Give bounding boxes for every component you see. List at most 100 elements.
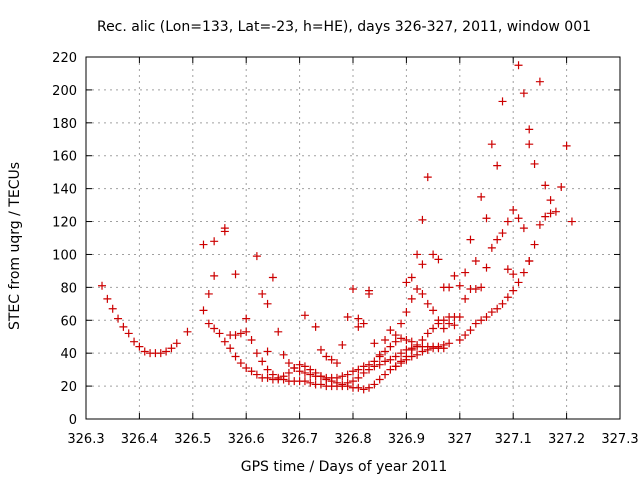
- data-point: [455, 312, 464, 321]
- data-point: [311, 322, 320, 331]
- data-point: [370, 339, 379, 348]
- data-point: [290, 363, 299, 372]
- data-point: [370, 357, 379, 366]
- data-point: [429, 306, 438, 315]
- data-point: [381, 336, 390, 345]
- data-point: [418, 336, 427, 345]
- y-axis-label: STEC from uqrg / TECUs: [7, 162, 23, 330]
- data-point: [519, 224, 528, 233]
- y-tick-label: 40: [60, 347, 77, 362]
- data-point: [391, 362, 400, 371]
- data-point: [535, 77, 544, 86]
- data-point: [402, 278, 411, 287]
- data-point: [397, 349, 406, 358]
- x-axis-ticks: 326.3 326.4 326.5 326.6 326.7 326.8 326.9 327 32…: [67, 57, 639, 447]
- y-axis-ticks: 0 20 40 60 80 100 120 140 160 180 200 220: [52, 51, 620, 428]
- data-point: [413, 340, 422, 349]
- data-point: [300, 311, 309, 320]
- x-tick-label: 326.8: [334, 432, 371, 447]
- y-tick-label: 120: [52, 216, 77, 231]
- x-tick-label: 326.4: [121, 432, 158, 447]
- x-tick-label: 326.7: [281, 432, 318, 447]
- data-point: [541, 212, 550, 221]
- data-point: [487, 243, 496, 252]
- data-point: [199, 240, 208, 249]
- data-point: [477, 316, 486, 325]
- data-point: [306, 370, 315, 379]
- data-point: [541, 181, 550, 190]
- data-point: [300, 377, 309, 386]
- data-point: [407, 273, 416, 282]
- x-tick-label: 326.6: [228, 432, 265, 447]
- data-point: [354, 314, 363, 323]
- data-point: [514, 61, 523, 70]
- x-tick-label: 326.9: [388, 432, 425, 447]
- data-point: [493, 235, 502, 244]
- data-point: [231, 352, 240, 361]
- data-point: [268, 273, 277, 282]
- data-point: [471, 319, 480, 328]
- data-point: [354, 373, 363, 382]
- data-point: [439, 316, 448, 325]
- data-point: [391, 331, 400, 340]
- data-point: [407, 337, 416, 346]
- data-point: [519, 268, 528, 277]
- data-point: [503, 265, 512, 274]
- data-point: [279, 350, 288, 359]
- data-point: [466, 326, 475, 335]
- data-point: [455, 281, 464, 290]
- data-point: [247, 367, 256, 376]
- data-point: [220, 224, 229, 233]
- data-point: [236, 359, 245, 368]
- data-point: [530, 240, 539, 249]
- data-point: [418, 289, 427, 298]
- data-point: [461, 294, 470, 303]
- data-point: [525, 125, 534, 134]
- data-point: [274, 373, 283, 382]
- data-point: [402, 336, 411, 345]
- data-point: [140, 347, 149, 356]
- chart-title: Rec. alic (Lon=133, Lat=-23, h=HE), days…: [97, 19, 591, 35]
- data-point: [156, 349, 165, 358]
- data-point: [365, 360, 374, 369]
- data-point: [434, 255, 443, 264]
- data-point: [450, 321, 459, 330]
- data-point: [258, 289, 267, 298]
- x-axis-label: GPS time / Days of year 2011: [241, 459, 448, 475]
- data-point: [503, 293, 512, 302]
- data-point: [359, 362, 368, 371]
- data-point: [509, 286, 518, 295]
- data-point: [525, 257, 534, 266]
- data-point: [535, 220, 544, 229]
- y-tick-label: 60: [60, 314, 77, 329]
- data-point: [252, 349, 261, 358]
- data-point: [530, 159, 539, 168]
- data-point: [263, 365, 272, 374]
- y-tick-label: 100: [52, 248, 77, 263]
- x-tick-label: 327: [447, 432, 472, 447]
- x-tick-label: 327.3: [601, 432, 638, 447]
- data-point: [338, 372, 347, 381]
- data-point: [242, 327, 251, 336]
- data-point: [471, 257, 480, 266]
- data-point: [263, 373, 272, 382]
- data-point: [284, 359, 293, 368]
- data-point: [242, 363, 251, 372]
- grid: [86, 57, 620, 419]
- data-point: [461, 268, 470, 277]
- data-point: [551, 207, 560, 216]
- data-point: [402, 308, 411, 317]
- data-point: [413, 285, 422, 294]
- y-tick-label: 200: [52, 84, 77, 99]
- data-point: [413, 350, 422, 359]
- data-point: [471, 285, 480, 294]
- data-point: [493, 304, 502, 313]
- data-point: [279, 372, 288, 381]
- data-point: [343, 378, 352, 387]
- data-point: [450, 271, 459, 280]
- data-point: [386, 365, 395, 374]
- data-point: [562, 141, 571, 150]
- data-point: [482, 214, 491, 223]
- data-point: [322, 352, 331, 361]
